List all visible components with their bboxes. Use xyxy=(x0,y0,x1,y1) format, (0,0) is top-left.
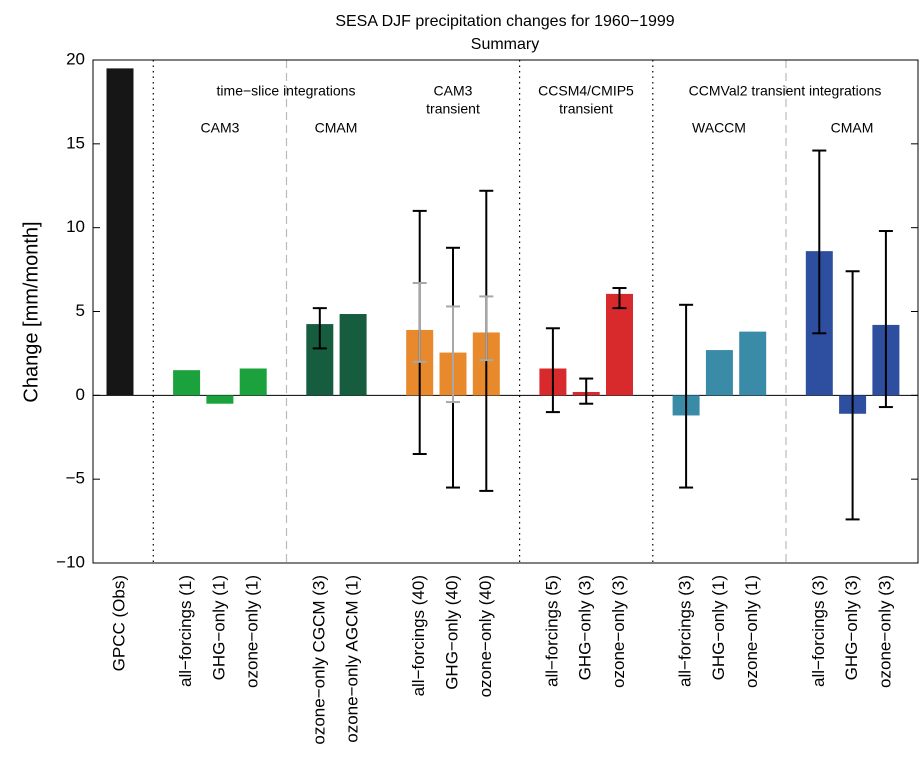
x-tick-label: GHG−only (1) xyxy=(209,575,228,680)
error-bar xyxy=(845,270,860,521)
y-tick-label: 10 xyxy=(66,217,85,236)
x-tick-label: all−forcings (3) xyxy=(809,575,828,687)
bar xyxy=(339,314,367,396)
error-bar xyxy=(812,149,827,335)
bar xyxy=(106,68,134,396)
error-bar xyxy=(612,287,627,310)
x-tick-label: ozone−only (3) xyxy=(875,575,894,688)
y-axis-label: Change [mm/month] xyxy=(20,221,42,402)
error-bar xyxy=(412,281,427,363)
x-tick-label: ozone−only CGCM (3) xyxy=(309,575,328,745)
x-tick-label: ozone−only (1) xyxy=(742,575,761,688)
annotation: CMAM xyxy=(831,120,874,136)
bar xyxy=(206,395,234,404)
annotation: WACCM xyxy=(692,120,746,136)
y-tick-label: 5 xyxy=(76,301,85,320)
error-bar xyxy=(545,327,560,414)
annotation: CAM3 xyxy=(201,120,240,136)
x-tick-label: ozone−only AGCM (1) xyxy=(343,575,362,743)
error-bar xyxy=(878,230,893,409)
bar xyxy=(739,331,767,396)
x-tick-label: GHG−only (3) xyxy=(842,575,861,680)
bar xyxy=(239,368,267,396)
x-tick-label: GPCC (Obs) xyxy=(109,575,128,671)
bar xyxy=(606,293,633,396)
chart-subtitle: Summary xyxy=(471,36,539,53)
y-tick-label: 20 xyxy=(66,49,85,68)
x-tick-label: GHG−only (3) xyxy=(576,575,595,680)
plot-frame xyxy=(92,59,919,564)
x-tick-label: GHG−only (40) xyxy=(442,575,461,690)
x-tick-label: all−forcings (3) xyxy=(676,575,695,687)
bar xyxy=(173,370,201,396)
x-tick-label: all−forcings (40) xyxy=(409,575,428,696)
error-bar xyxy=(579,377,594,405)
y-tick-label: −10 xyxy=(56,552,85,571)
error-bar xyxy=(679,303,694,489)
y-tick-label: 15 xyxy=(66,133,85,152)
chart-title: SESA DJF precipitation changes for 1960−… xyxy=(335,13,674,30)
x-tick-label: all−forcings (5) xyxy=(542,575,561,687)
annotations: time−slice integrations CAM3 CMAM CAM3 t… xyxy=(201,83,882,136)
annotation: CMAM xyxy=(315,120,358,136)
error-bar xyxy=(479,295,494,362)
x-tick-label: all−forcings (1) xyxy=(176,575,195,687)
x-tick-label: ozone−only (3) xyxy=(609,575,628,688)
x-tick-label: GHG−only (1) xyxy=(709,575,728,680)
annotation: transient xyxy=(426,101,480,117)
annotation: transient xyxy=(559,101,613,117)
annotation: CAM3 xyxy=(434,83,473,99)
separators xyxy=(152,60,787,563)
y-tick-label: 0 xyxy=(76,385,85,404)
annotation: CCMVal2 transient integrations xyxy=(689,83,882,99)
x-tick-label: ozone−only (1) xyxy=(243,575,262,688)
bar xyxy=(705,350,733,396)
x-tick-label: ozone−only (40) xyxy=(476,575,495,697)
annotation: CCSM4/CMIP5 xyxy=(538,83,634,99)
y-tick-label: −5 xyxy=(66,469,85,488)
annotation: time−slice integrations xyxy=(217,83,356,99)
error-bar xyxy=(312,307,327,350)
error-bar xyxy=(446,305,460,404)
